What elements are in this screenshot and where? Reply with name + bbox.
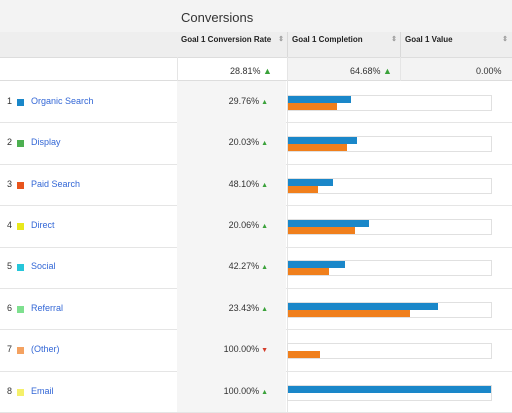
column-header-completion[interactable]: Goal 1 Completion ⇕ — [292, 35, 397, 44]
channel-color-swatch — [17, 305, 24, 313]
row-number: 2 — [7, 137, 13, 148]
arrow-up-icon: ▲ — [259, 305, 268, 313]
conversion-rate-cell — [177, 370, 286, 413]
channel-link[interactable]: Direct — [31, 219, 55, 230]
conversions-header-band — [0, 0, 512, 32]
bar-track — [287, 343, 492, 360]
channel-color-swatch — [17, 222, 24, 230]
completion-bar — [288, 95, 351, 103]
summary-value: 0.00% — [476, 66, 502, 76]
row-number: 7 — [7, 344, 13, 355]
rate-text: 20.03% — [228, 137, 260, 148]
rate-text: 20.06% — [228, 219, 260, 230]
column-header-conversion-rate[interactable]: Goal 1 Conversion Rate ⇕ — [181, 35, 284, 44]
channel-color-swatch — [17, 140, 24, 148]
channel-color-swatch — [17, 388, 24, 396]
comparison-bar — [288, 226, 355, 234]
comparison-bar — [288, 351, 320, 359]
completion-bar — [288, 302, 438, 310]
sort-icon[interactable]: ⇕ — [391, 36, 397, 43]
rate-text: 100.00% — [223, 385, 260, 396]
channel-color-swatch — [17, 347, 24, 355]
channel-link[interactable]: Referral — [31, 302, 64, 313]
arrow-up-icon: ▲ — [259, 222, 268, 230]
row-number: 6 — [7, 302, 13, 313]
summary-top-border — [0, 57, 512, 58]
channel-link[interactable]: Display — [31, 137, 61, 148]
row-number: 3 — [7, 178, 13, 189]
row-number: 8 — [7, 385, 13, 396]
bar-track — [287, 177, 492, 194]
channel-link[interactable]: Organic Search — [31, 95, 94, 106]
sort-icon[interactable]: ⇕ — [502, 36, 508, 43]
rate-text: 29.76% — [228, 95, 260, 106]
conversion-rate-cell — [177, 81, 286, 123]
conversion-rate-cell — [177, 122, 286, 164]
comparison-bar — [288, 102, 337, 110]
arrow-up-icon: ▲ — [259, 140, 268, 148]
column-divider — [400, 57, 401, 81]
conversions-title: Conversions — [181, 10, 254, 25]
row-number: 4 — [7, 219, 13, 230]
conversion-rate-cell — [177, 205, 286, 247]
channel-link[interactable]: Email — [31, 385, 54, 396]
comparison-bar — [288, 268, 329, 276]
column-divider — [400, 32, 401, 57]
channel-color-swatch — [17, 98, 24, 106]
conversion-rate-cell — [177, 288, 286, 330]
arrow-up-icon: ▲ — [259, 181, 268, 189]
channel-color-swatch — [17, 264, 24, 272]
summary-completion: 64.68% ▲ — [350, 66, 392, 76]
conversion-rate-cell — [177, 163, 286, 206]
column-divider — [287, 32, 288, 57]
arrow-down-icon: ▼ — [259, 347, 268, 355]
conversion-rate-cell — [177, 329, 286, 371]
rate-text: 48.10% — [228, 178, 260, 189]
arrow-up-icon: ▲ — [259, 388, 268, 396]
conversion-rate-value: 20.06% ▲ — [178, 220, 268, 230]
arrow-up-icon: ▲ — [383, 66, 392, 76]
arrow-up-icon: ▲ — [259, 264, 268, 272]
conversion-rate-value: 100.00% ▲ — [178, 386, 268, 396]
channel-link[interactable]: Paid Search — [31, 178, 81, 189]
channel-color-swatch — [17, 181, 24, 189]
column-header-value[interactable]: Goal 1 Value ⇕ — [405, 35, 508, 44]
column-header-row — [0, 32, 512, 57]
completion-bar — [288, 137, 357, 145]
rate-text: 23.43% — [228, 302, 260, 313]
comparison-bar — [288, 309, 410, 317]
arrow-up-icon: ▲ — [263, 66, 272, 76]
row-number: 5 — [7, 261, 13, 272]
conversion-rate-value: 48.10% ▲ — [178, 179, 268, 189]
completion-bar — [288, 385, 491, 393]
arrow-up-icon: ▲ — [259, 98, 268, 106]
rate-text: 100.00% — [223, 344, 260, 355]
conversion-rate-value: 100.00% ▼ — [178, 344, 268, 354]
completion-bar — [288, 261, 345, 269]
summary-bottom-border — [0, 80, 512, 81]
comparison-bar — [288, 185, 318, 193]
conversion-rate-cell — [177, 246, 286, 288]
channel-link[interactable]: (Other) — [31, 344, 60, 355]
rate-text: 42.27% — [228, 261, 260, 272]
comparison-bar — [288, 144, 347, 152]
column-divider — [177, 57, 178, 81]
summary-conversion-rate: 28.81% ▲ — [230, 66, 272, 76]
sort-icon[interactable]: ⇕ — [278, 36, 284, 43]
conversion-rate-value: 42.27% ▲ — [178, 261, 268, 271]
column-divider — [287, 57, 288, 81]
conversion-rate-value: 23.43% ▲ — [178, 303, 268, 313]
conversion-rate-value: 20.03% ▲ — [178, 137, 268, 147]
conversion-rate-value: 29.76% ▲ — [178, 96, 268, 106]
completion-bar — [288, 219, 369, 227]
channel-link[interactable]: Social — [31, 261, 56, 272]
row-number: 1 — [7, 95, 13, 106]
completion-bar — [288, 178, 333, 186]
